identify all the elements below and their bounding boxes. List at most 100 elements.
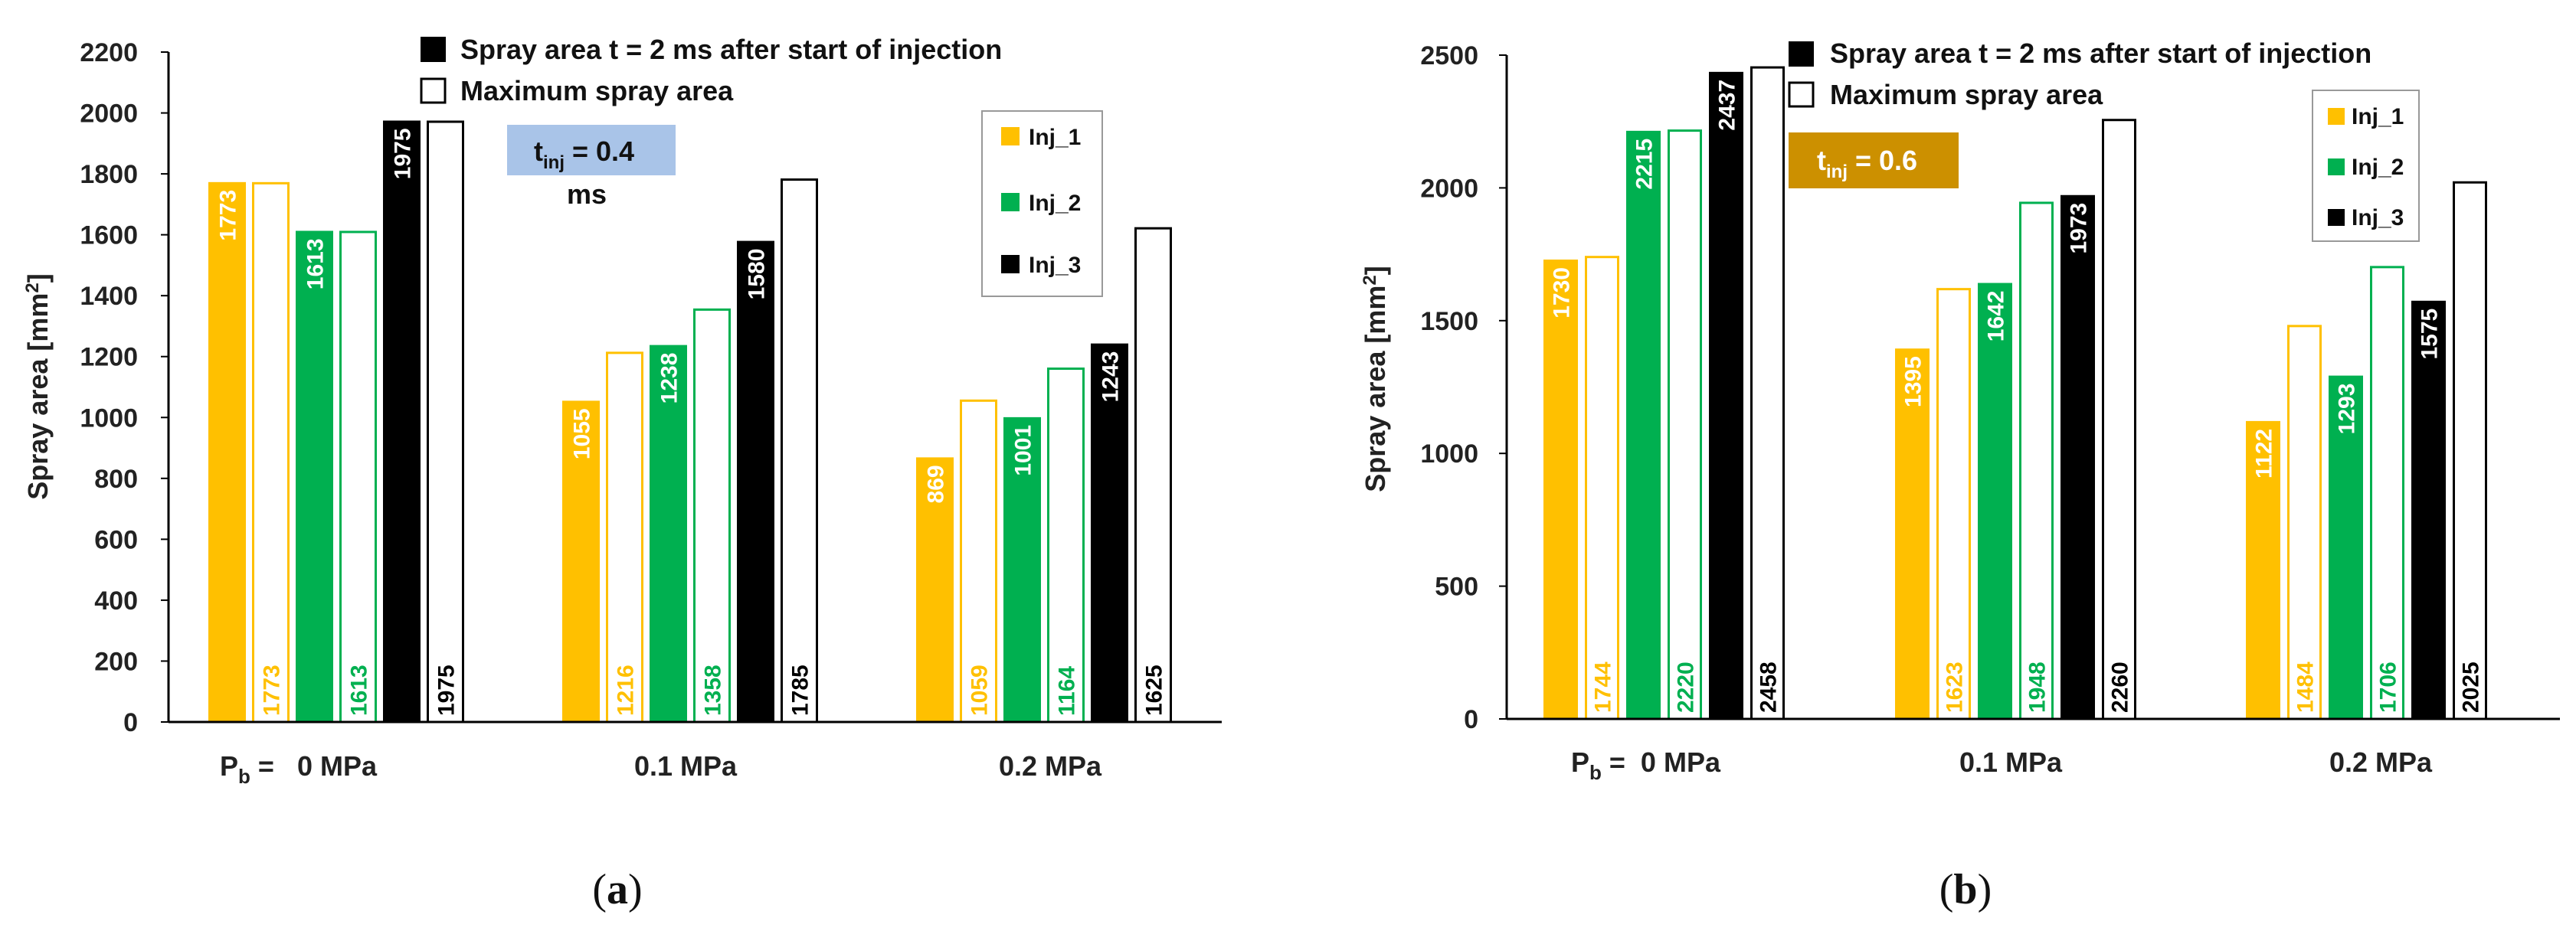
chart-b-panel-label: (b) (1939, 866, 1992, 913)
bar-2ms-inj3-group0 (1709, 71, 1743, 720)
bar-2ms-inj1-group1 (1895, 348, 1930, 719)
bar-2ms-inj2-group2 (1003, 416, 1041, 722)
y-tick-label: 1500 (1420, 307, 1478, 336)
legend-inj3-swatch (2328, 209, 2345, 226)
bar-2ms-inj2-group1 (1978, 283, 2012, 719)
bar-value-label: 1773 (216, 190, 241, 241)
bar-value-label: 2220 (1674, 662, 1699, 713)
bar-value-label: 1358 (701, 665, 726, 716)
legend-inj-entry-0: Inj_1 (1029, 125, 1081, 150)
legend-outline-swatch (420, 77, 447, 104)
bar-value-label: 1744 (1591, 662, 1616, 713)
legend-inj-entry-2: Inj_3 (2352, 205, 2404, 230)
bar-max-inj3-group1 (2102, 119, 2136, 720)
bar-value-label: 1243 (1098, 351, 1124, 403)
chart-b-ticks: 0 500 1000 1500 2000 2500 (1420, 41, 1507, 734)
legend-main-entry-0: Spray area t = 2 ms after start of injec… (1830, 38, 2371, 69)
bar-value-label: 1625 (1142, 665, 1167, 716)
y-tick-label: 500 (1435, 573, 1478, 602)
legend-inj-entry-1: Inj_2 (1029, 191, 1081, 216)
bar-value-label: 2260 (2108, 662, 2133, 713)
bar-value-label: 1613 (347, 665, 372, 716)
chart-b-y-axis-label: Spray area [mm2] (1360, 266, 1391, 492)
y-tick-label: 0 (123, 708, 138, 737)
bar-max-inj2-group0 (1668, 129, 1702, 720)
bar-max-inj2-group2 (2370, 266, 2404, 720)
y-tick-label: 1800 (80, 160, 138, 189)
bar-2ms-inj3-group0 (383, 120, 421, 722)
chart-b-legend-main: Spray area t = 2 ms after start of injec… (1788, 38, 2371, 110)
bar-2ms-inj2-group1 (650, 345, 687, 722)
bar-value-label: 1293 (2335, 384, 2360, 435)
bar-value-label: 1395 (1901, 356, 1926, 407)
chart-b: 0 500 1000 1500 2000 2500 1730 1744 2215 2220 243… (1360, 38, 2560, 913)
bar-value-label: 1975 (391, 128, 416, 179)
y-tick-label: 2000 (1420, 174, 1478, 203)
bar-2ms-inj3-group1 (2060, 194, 2095, 719)
bar-value-label: 2215 (1632, 139, 1658, 190)
bar-max-inj1-group2 (2287, 325, 2322, 720)
y-tick-label: 1600 (80, 221, 138, 250)
bar-value-label: 1484 (2293, 662, 2319, 713)
bar-2ms-inj3-group2 (2411, 300, 2446, 719)
bar-value-label: 869 (924, 465, 949, 503)
bar-max-inj3-group0 (1750, 66, 1785, 720)
y-tick-label: 1000 (80, 403, 138, 433)
chart-a-category-1: 0.1 MPa (634, 750, 738, 782)
chart-a-panel-label: (a) (592, 866, 642, 913)
bar-max-inj3-group2 (2453, 181, 2487, 720)
bar-value-label: 1948 (2025, 662, 2051, 713)
bar-2ms-inj1-group0 (208, 181, 246, 723)
y-tick-label: 800 (94, 465, 138, 494)
bar-max-inj1-group1 (606, 351, 643, 724)
bar-value-label: 2025 (2459, 662, 2484, 713)
bar-value-label: 1575 (2417, 309, 2443, 360)
chart-b-category-0: Pb = 0 MPa (1571, 746, 1721, 784)
y-tick-label: 1000 (1420, 439, 1478, 469)
bar-value-label: 1613 (303, 238, 329, 289)
tinj-unit: ms (567, 178, 607, 210)
chart-b-legend-inj: Inj_1 Inj_2 Inj_3 (2312, 90, 2420, 242)
chart-a-legend-inj: Inj_1 Inj_2 Inj_3 (981, 110, 1103, 297)
legend-inj3-swatch (1001, 255, 1020, 273)
chart-a-bars: 1773 1773 1613 1613 1975 1975 1055 1216 1238 1358… (208, 120, 1172, 724)
bar-max-inj3-group1 (781, 178, 818, 724)
bar-value-label: 1623 (1943, 662, 1968, 713)
bar-value-label: 1238 (657, 353, 682, 404)
bar-max-inj2-group1 (693, 308, 731, 724)
chart-b-category-1: 0.1 MPa (1959, 746, 2063, 778)
legend-main-entry-1: Maximum spray area (1830, 79, 2103, 110)
bar-value-label: 2437 (1715, 80, 1740, 131)
y-tick-label: 2000 (80, 100, 138, 129)
chart-a-ticks: 0 200 400 600 800 1000 1200 1400 1600 1800 2000 220… (80, 38, 169, 737)
bar-max-inj3-group0 (427, 120, 464, 724)
bar-value-label: 2458 (1756, 662, 1782, 713)
y-tick-label: 1200 (80, 343, 138, 372)
chart-a-category-0: Pb = 0 MPa (220, 750, 378, 788)
tinj-box (1789, 132, 1959, 188)
legend-inj-entry-1: Inj_2 (2352, 155, 2404, 180)
bar-value-label: 1975 (434, 665, 460, 716)
bar-2ms-inj1-group1 (562, 400, 600, 722)
bar-value-label: 1059 (967, 665, 993, 716)
bar-value-label: 1001 (1011, 425, 1036, 476)
bar-value-label: 1706 (2376, 662, 2401, 713)
chart-b-tinj-annotation: tinj = 0.6 (1789, 132, 1959, 188)
bar-value-label: 1164 (1055, 666, 1080, 716)
y-tick-label: 1400 (80, 282, 138, 311)
bar-value-label: 1122 (2252, 429, 2277, 479)
chart-a-category-2: 0.2 MPa (999, 750, 1102, 782)
y-tick-label: 2200 (80, 38, 138, 67)
bar-2ms-inj2-group0 (1626, 130, 1661, 719)
bar-2ms-inj3-group2 (1091, 343, 1128, 722)
chart-b-category-2: 0.2 MPa (2329, 746, 2433, 778)
bar-2ms-inj1-group2 (2246, 420, 2280, 719)
bar-max-inj2-group1 (2019, 201, 2054, 720)
legend-inj2-swatch (2328, 158, 2345, 175)
bar-value-label: 1973 (2067, 203, 2092, 254)
legend-filled-swatch (421, 37, 446, 62)
legend-outline-swatch (1788, 81, 1815, 108)
y-tick-label: 600 (94, 525, 138, 554)
legend-inj-entry-0: Inj_1 (2352, 104, 2404, 129)
